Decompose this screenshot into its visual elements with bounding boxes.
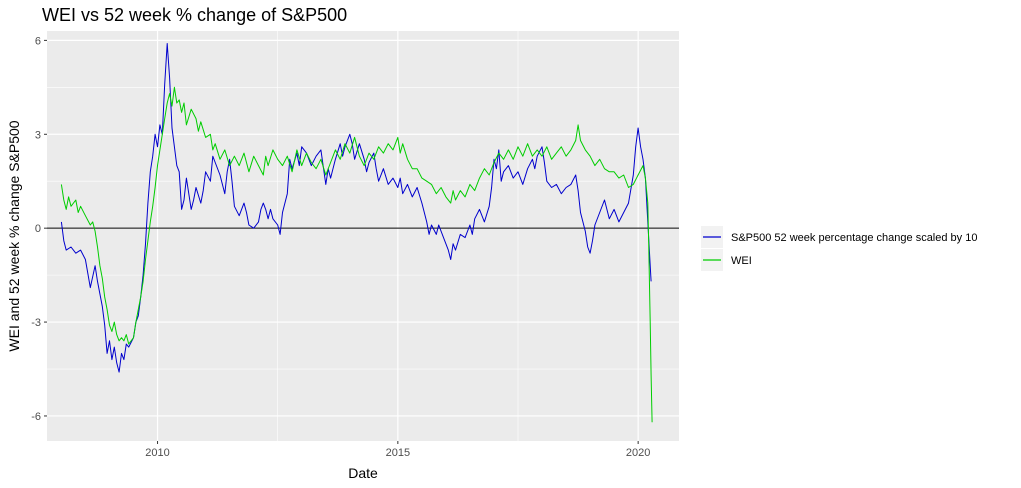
- series-line-wei: [60, 86, 653, 423]
- x-tick-label: 2015: [386, 447, 410, 459]
- y-tick-label: 0: [35, 223, 41, 235]
- x-axis-title: Date: [348, 465, 378, 481]
- series-line-sp500: [60, 43, 652, 373]
- y-axis-title: WEI and 52 week % change S&P500: [6, 120, 22, 351]
- y-tick-label: -3: [31, 317, 41, 329]
- y-tick-label: -6: [31, 411, 41, 423]
- legend-label: S&P500 52 week percentage change scaled …: [731, 232, 977, 244]
- plot-panel: [47, 31, 679, 441]
- y-tick-label: 3: [35, 129, 41, 141]
- series-layer: [60, 43, 653, 423]
- legend: S&P500 52 week percentage change scaled …: [701, 226, 977, 271]
- minor-gridlines: [47, 31, 679, 441]
- x-tick-label: 2010: [145, 447, 169, 459]
- x-tick-label: 2020: [626, 447, 650, 459]
- x-axis: 2010 2015 2020: [145, 441, 650, 459]
- legend-label: WEI: [731, 255, 752, 267]
- y-tick-label: 6: [35, 35, 41, 47]
- chart-title: WEI vs 52 week % change of S&P500: [42, 5, 348, 25]
- y-axis: -6 -3 0 3 6: [31, 35, 47, 423]
